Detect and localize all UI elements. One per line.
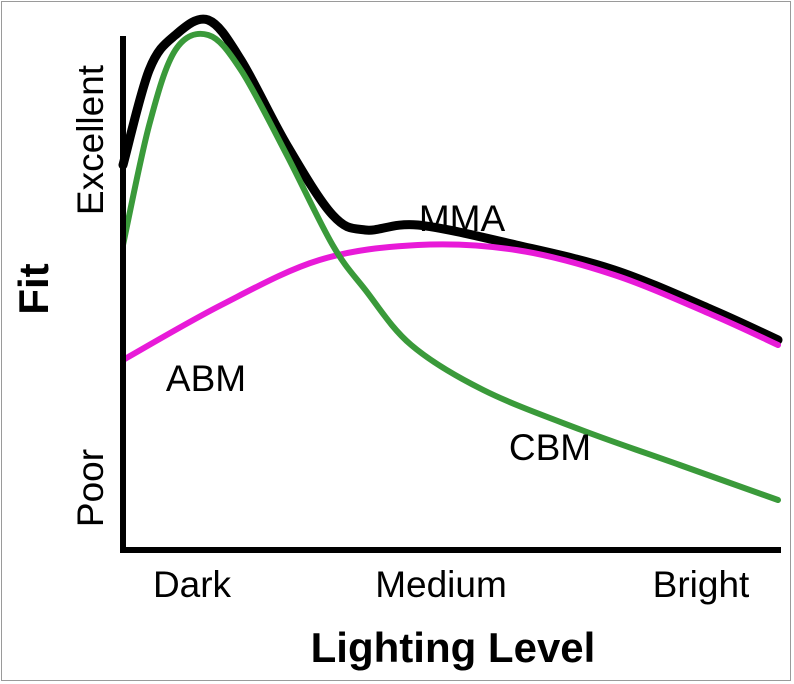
x-axis-title: Lighting Level bbox=[311, 624, 596, 671]
annotation-cbm: CBM bbox=[509, 427, 591, 468]
x-tick-label-medium: Medium bbox=[375, 564, 507, 605]
y-axis-title: Fit bbox=[10, 263, 57, 314]
y-tick-label-poor: Poor bbox=[70, 449, 111, 527]
annotation-mma: MMA bbox=[419, 198, 506, 239]
series-line-abm bbox=[120, 241, 781, 363]
series-line-cbm bbox=[120, 30, 781, 503]
annotation-abm: ABM bbox=[166, 358, 246, 399]
x-tick-label-bright: Bright bbox=[653, 564, 750, 605]
series-line-mma bbox=[118, 14, 783, 345]
y-tick-label-excellent: Excellent bbox=[70, 64, 111, 215]
x-tick-label-dark: Dark bbox=[153, 564, 232, 605]
series-layer bbox=[118, 14, 783, 503]
